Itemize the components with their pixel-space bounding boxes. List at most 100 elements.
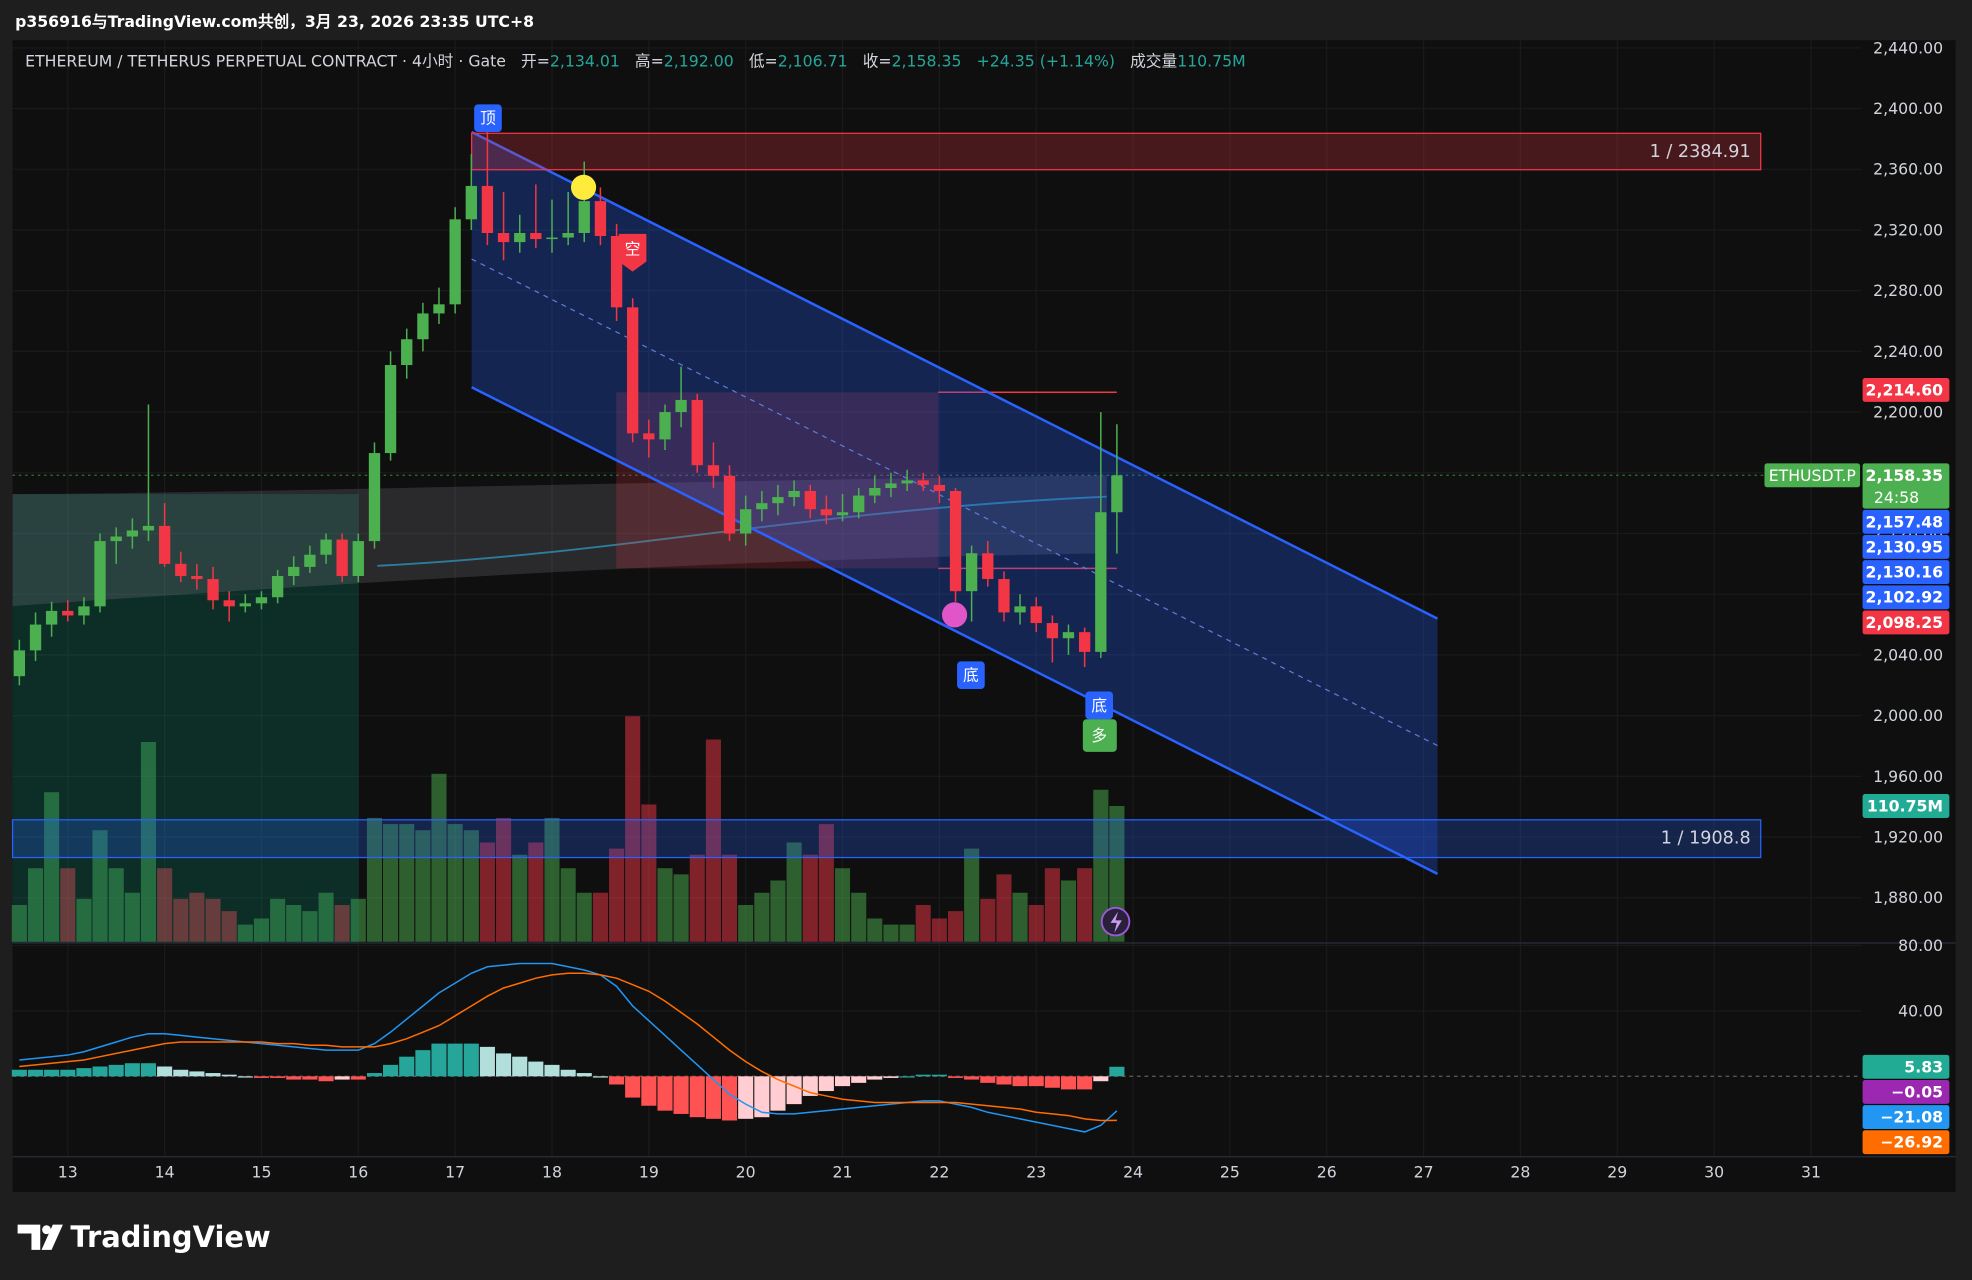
volume-bar [673, 874, 689, 942]
volume-bar [286, 904, 302, 942]
candle-body [1095, 512, 1107, 652]
volume-bar [1012, 892, 1028, 942]
candle-body [917, 480, 929, 485]
volume-bar [689, 854, 705, 942]
candle-body [578, 201, 590, 233]
volume-badge-label: 110.75M [1867, 796, 1943, 815]
volume-bar [302, 911, 318, 942]
price-badge-label: 2,130.95 [1866, 537, 1944, 556]
histogram-bar [415, 1050, 431, 1077]
top-label: 顶 [480, 109, 496, 128]
histogram-bar [899, 1076, 915, 1078]
candle-body [949, 491, 962, 592]
histogram-bar [366, 1073, 383, 1077]
candle-body [982, 553, 994, 580]
volume-bar [496, 817, 512, 942]
candle-body [271, 575, 284, 598]
candle-body [288, 566, 300, 576]
volume-bar [221, 911, 237, 942]
legend-label: 低= [749, 51, 778, 70]
histogram-bar [108, 1064, 124, 1077]
bottom-marker [1085, 691, 1114, 720]
candle-body [126, 530, 139, 537]
candle-body [562, 232, 574, 238]
candle-body [239, 603, 251, 607]
brand-name: TradingView [70, 1220, 270, 1254]
histogram-bar [157, 1066, 173, 1077]
volume-bar [947, 911, 964, 942]
candle-body [175, 563, 187, 576]
price-badge [1862, 377, 1950, 402]
histogram-bar [754, 1076, 770, 1118]
candle-body [1014, 606, 1026, 613]
x-tick-label: 30 [1704, 1162, 1724, 1181]
chart-area [12, 40, 1956, 1192]
candle-body [691, 399, 703, 466]
bottom-marker [957, 661, 985, 690]
volume-bar [140, 741, 156, 942]
candle-body [869, 487, 881, 496]
volume-bar [915, 904, 931, 942]
countdown: 24:58 [1874, 488, 1919, 507]
candle-body [965, 553, 978, 592]
candle-body [45, 610, 58, 625]
resistance-label: 1 / 2384.91 [1650, 142, 1751, 162]
price-badge-label: 5.83 [1904, 1057, 1943, 1076]
logo-mark [41, 1224, 63, 1250]
candle-body [320, 539, 332, 555]
candle-body [417, 313, 429, 340]
candle-body [336, 539, 348, 576]
candle-body [530, 232, 542, 240]
band [12, 475, 1107, 607]
volume-bar [721, 854, 738, 942]
candle-body [933, 484, 946, 492]
price-badge [1862, 1079, 1950, 1104]
histogram-bar [44, 1069, 60, 1077]
histogram-bar [818, 1076, 834, 1092]
volume-bar [592, 892, 608, 942]
resistance-zone [470, 132, 1762, 171]
volume-bar [1060, 880, 1077, 942]
histogram-bar [705, 1076, 721, 1119]
histogram-bar [867, 1076, 883, 1080]
histogram-bar [625, 1076, 641, 1098]
x-tick-label: 16 [348, 1162, 368, 1181]
y-tick-label: 2,360.00 [1873, 160, 1943, 179]
x-tick-label: 14 [155, 1162, 175, 1181]
histogram-bar [657, 1076, 673, 1111]
volume-bar [318, 892, 334, 942]
volume-bar [1044, 868, 1060, 942]
histogram-bar [76, 1068, 92, 1077]
histogram-bar [964, 1076, 980, 1080]
histogram-bar [92, 1066, 108, 1077]
legend-value: 2,106.71 [778, 51, 848, 70]
histogram-bar [947, 1076, 964, 1078]
volume-bar [544, 817, 560, 942]
volume-bar [1093, 789, 1109, 942]
candle-body [158, 525, 171, 564]
y-tick-label: 2,200.00 [1873, 403, 1943, 422]
price-badge-label: 2,157.48 [1866, 512, 1944, 531]
candle-body [433, 304, 445, 314]
candle-body [401, 339, 413, 366]
price-badge [1862, 585, 1950, 610]
channel-line [471, 386, 1439, 875]
volume-bar [980, 898, 996, 942]
volume-bar [60, 868, 76, 942]
x-tick-label: 15 [251, 1162, 271, 1181]
x-tick-label: 25 [1220, 1162, 1240, 1181]
histogram-bar [1109, 1066, 1125, 1077]
x-tick-label: 17 [445, 1162, 465, 1181]
price-badge-label: −0.05 [1891, 1082, 1943, 1101]
volume-bar [786, 842, 802, 942]
support-label: 1 / 1908.8 [1661, 829, 1751, 849]
x-tick-label: 31 [1801, 1162, 1821, 1181]
volume-bar [834, 868, 851, 942]
histogram-bar [980, 1076, 996, 1083]
y-tick-label: 1,960.00 [1873, 767, 1943, 786]
volume-bar [738, 904, 754, 942]
histogram-bar [786, 1076, 802, 1105]
signal-line [19, 972, 1117, 1122]
top-marker [474, 104, 502, 133]
